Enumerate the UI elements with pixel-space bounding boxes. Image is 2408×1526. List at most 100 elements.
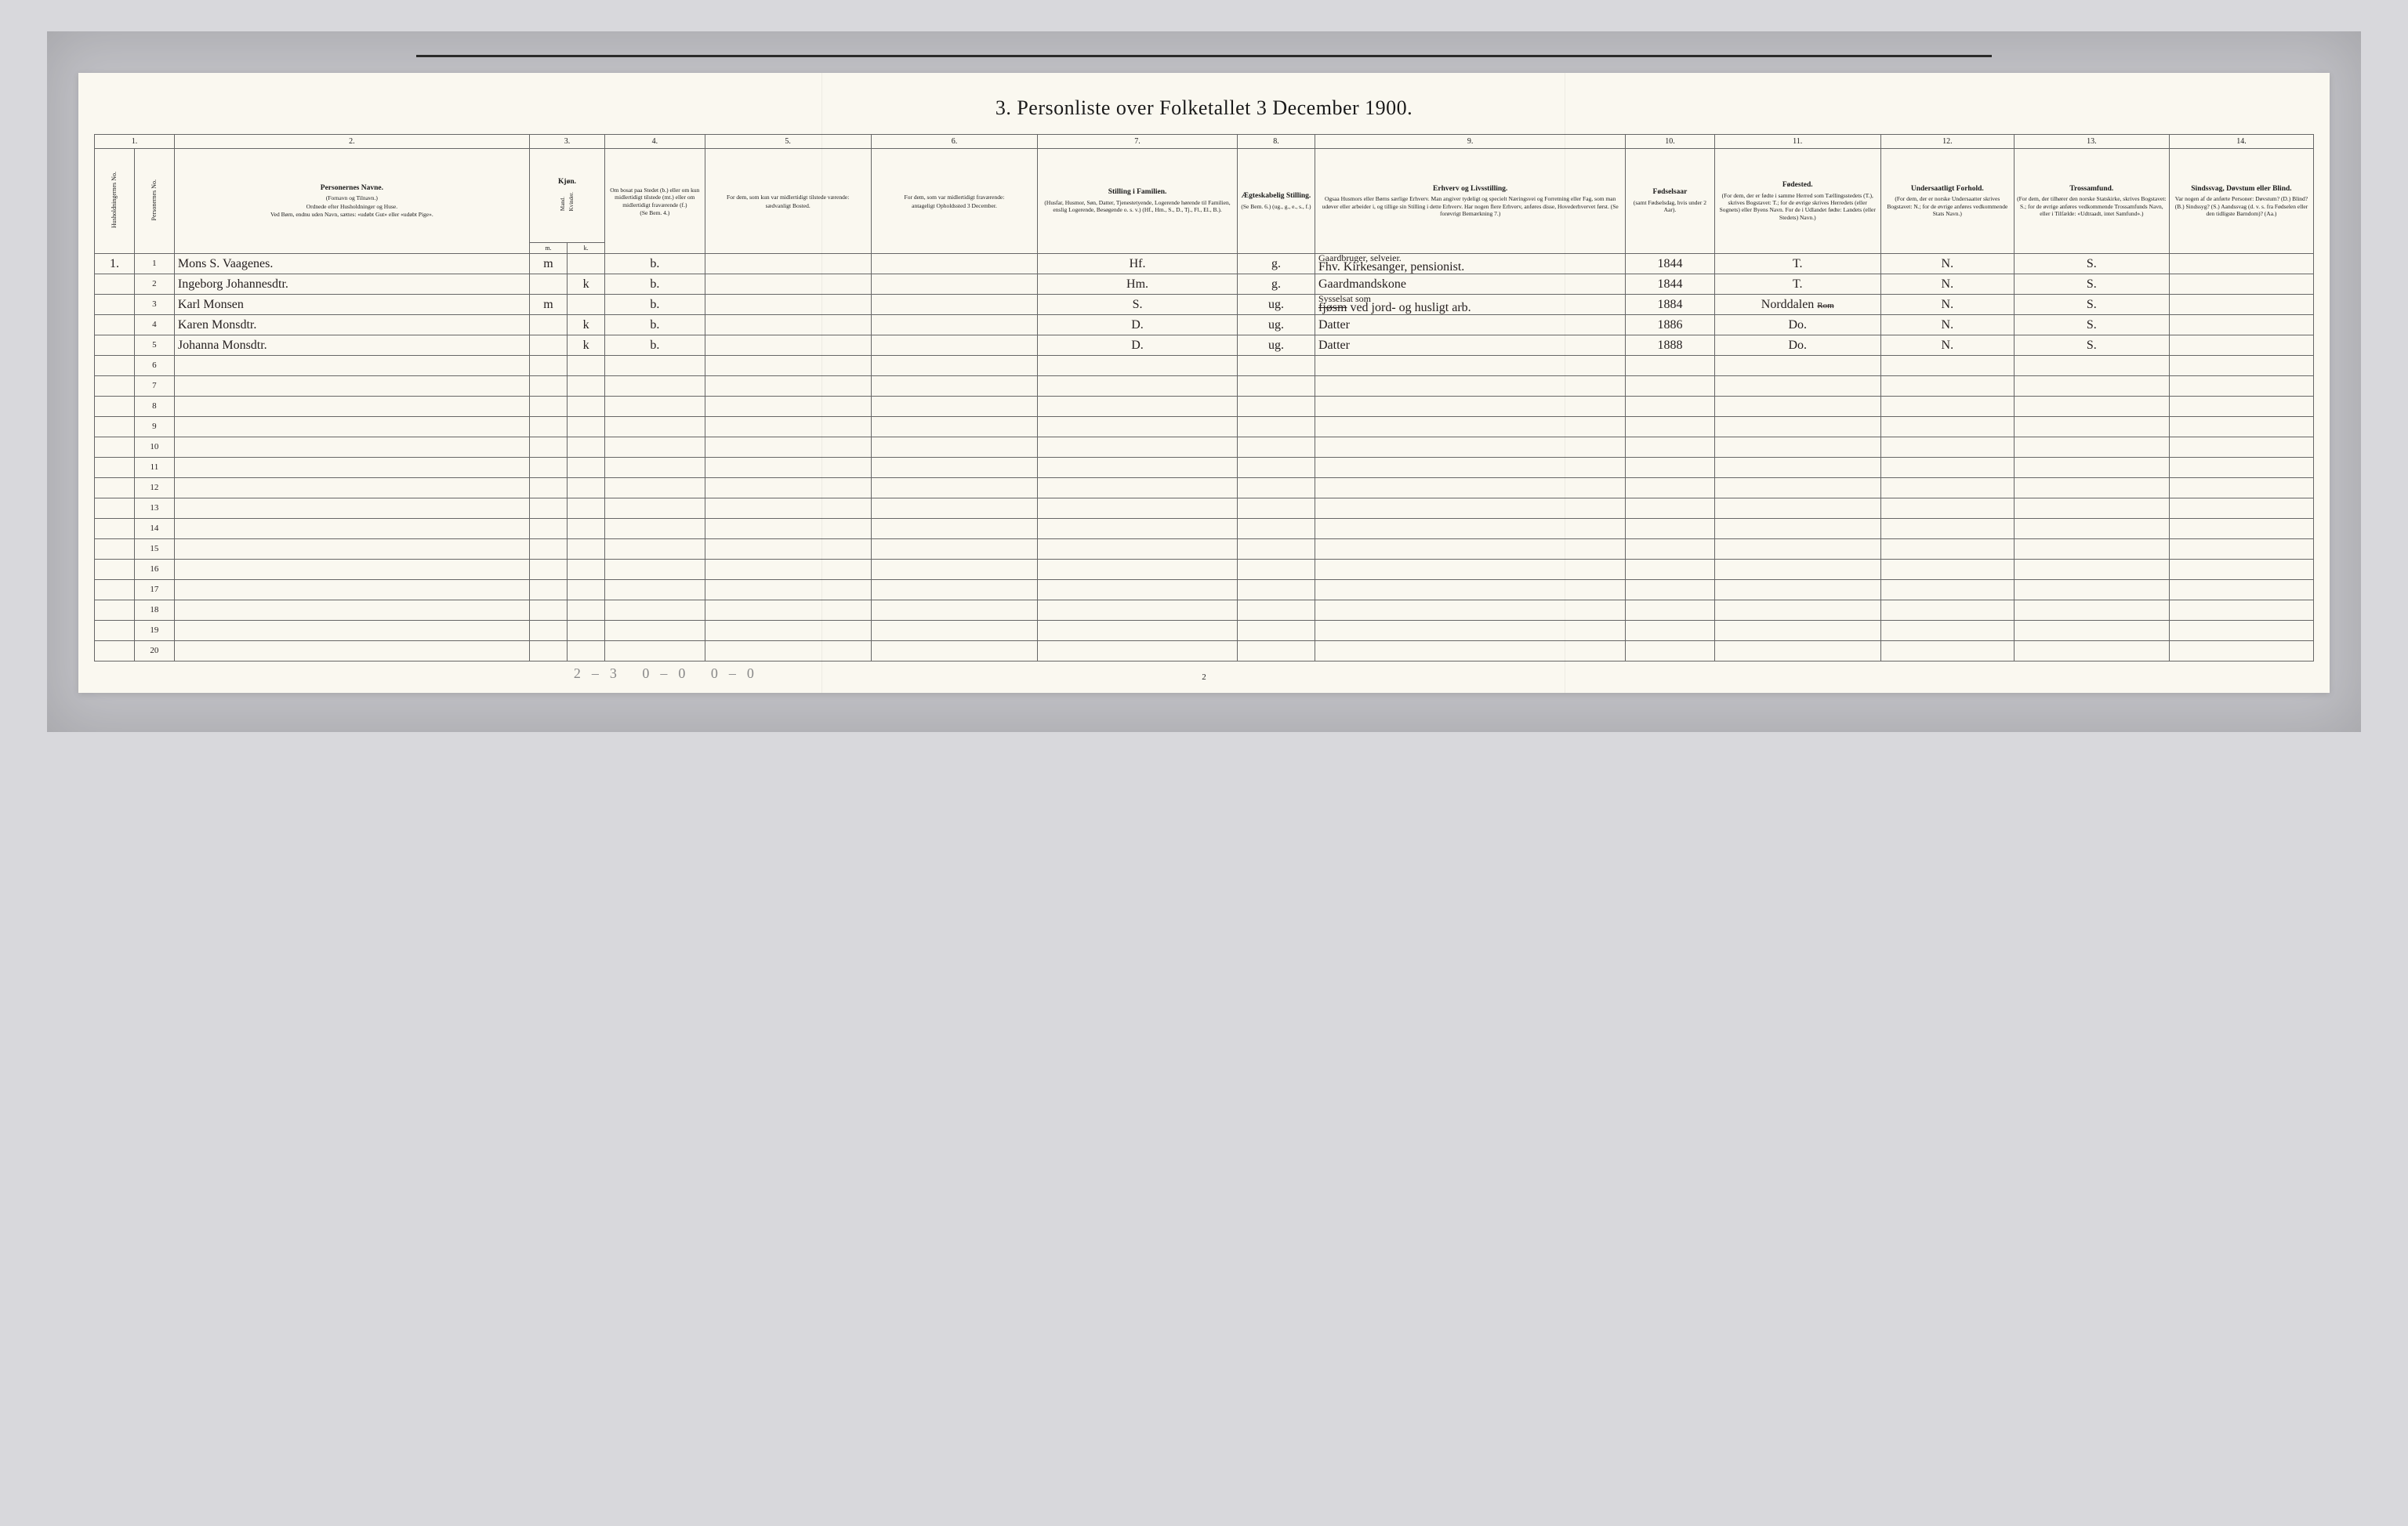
cell-empty (705, 600, 871, 621)
cell-empty (2169, 417, 2313, 437)
cell-empty (705, 417, 871, 437)
cell-empty (1237, 498, 1315, 519)
cell-empty (1880, 498, 2014, 519)
cell-empty (2014, 437, 2169, 458)
hdr-nationality: Undersaatligt Forhold. (For dem, der er … (1880, 149, 2014, 254)
cell-nationality: N. (1880, 295, 2014, 315)
hdr-name: Personernes Navne. (Fornavn og Tilnavn.)… (174, 149, 529, 254)
cell-temp-absent (871, 274, 1037, 295)
hdr-resident-main: Om bosat paa Stedet (b.) eller om kun mi… (607, 187, 702, 208)
cell-household-no (95, 539, 135, 560)
hdr-religion-sub: (For dem, der tilhører den norske Statsk… (2017, 195, 2167, 217)
cell-empty (174, 641, 529, 662)
cell-empty (568, 560, 605, 580)
hdr-religion-main: Trossamfund. (2017, 185, 2167, 194)
table-row: 5Johanna Monsdtr.kb.D.ug.Datter1888Do.N.… (95, 335, 2314, 356)
cell-empty (2014, 539, 2169, 560)
cell-resident: b. (605, 295, 705, 315)
cell-empty (1880, 621, 2014, 641)
cell-sex-m (529, 274, 567, 295)
cell-empty (1714, 478, 1880, 498)
cell-empty (1714, 621, 1880, 641)
cell-empty (2169, 600, 2313, 621)
cell-empty (871, 437, 1037, 458)
cell-empty (1880, 478, 2014, 498)
cell-household-no (95, 356, 135, 376)
cell-empty (1237, 478, 1315, 498)
cell-occupation: Datter (1315, 335, 1626, 356)
footer-pencil-note: 2–3 0–0 0–0 (574, 665, 765, 682)
cell-empty (1038, 600, 1238, 621)
cell-religion: S. (2014, 254, 2169, 274)
cell-empty (705, 560, 871, 580)
cell-empty (529, 580, 567, 600)
cell-empty (605, 600, 705, 621)
cell-empty (1315, 560, 1626, 580)
cell-empty (2169, 356, 2313, 376)
table-row: 7 (95, 376, 2314, 397)
cell-empty (871, 498, 1037, 519)
cell-sex-m: m (529, 295, 567, 315)
cell-resident: b. (605, 335, 705, 356)
cell-empty (1315, 580, 1626, 600)
hdr-name-sub3: Ved Børn, endnu uden Navn, sættes: «udøb… (177, 211, 527, 218)
hdr-sex-k: k. (568, 243, 605, 254)
cell-empty (1237, 560, 1315, 580)
cell-empty (174, 600, 529, 621)
cell-empty (1315, 458, 1626, 478)
cell-empty (568, 498, 605, 519)
cell-empty (705, 356, 871, 376)
col-num-8: 8. (1237, 135, 1315, 149)
hdr-temp-absent: For dem, som var midlertidigt fraværende… (871, 149, 1037, 254)
cell-empty (529, 498, 567, 519)
cell-empty (2169, 641, 2313, 662)
cell-empty (1038, 437, 1238, 458)
cell-empty (1315, 600, 1626, 621)
cell-empty (568, 641, 605, 662)
table-row: 16 (95, 560, 2314, 580)
cell-empty (1038, 580, 1238, 600)
cell-empty (705, 397, 871, 417)
cell-birth-year: 1888 (1626, 335, 1714, 356)
cell-birth-year: 1884 (1626, 295, 1714, 315)
cell-religion: S. (2014, 274, 2169, 295)
cell-empty (1626, 539, 1714, 560)
cell-empty (1315, 397, 1626, 417)
hdr-temp-present-main: For dem, som kun var midlertidigt tilste… (708, 194, 869, 201)
cell-empty (1626, 356, 1714, 376)
cell-empty (871, 376, 1037, 397)
table-row: 13 (95, 498, 2314, 519)
cell-marital: g. (1237, 274, 1315, 295)
cell-empty (174, 356, 529, 376)
cell-empty (1880, 600, 2014, 621)
cell-empty (1714, 417, 1880, 437)
hdr-position-main: Stilling i Familien. (1040, 188, 1235, 198)
cell-empty (529, 356, 567, 376)
cell-empty (1714, 641, 1880, 662)
cell-birth-year: 1844 (1626, 254, 1714, 274)
cell-empty (871, 560, 1037, 580)
cell-empty (1237, 580, 1315, 600)
cell-occupation: Gaardmandskone (1315, 274, 1626, 295)
hdr-position: Stilling i Familien. (Husfar, Husmor, Sø… (1038, 149, 1238, 254)
cell-empty (529, 458, 567, 478)
hdr-marital-sub: (Se Bem. 6.) (ug., g., e., s., f.) (1240, 203, 1312, 210)
hdr-birthyear-main: Fødselsaar (1628, 188, 1711, 198)
cell-empty (1714, 397, 1880, 417)
hdr-temp-present: For dem, som kun var midlertidigt tilste… (705, 149, 871, 254)
cell-name: Mons S. Vaagenes. (174, 254, 529, 274)
cell-person-no: 11 (134, 458, 174, 478)
cell-empty (1315, 437, 1626, 458)
cell-empty (1714, 376, 1880, 397)
cell-empty (1626, 560, 1714, 580)
cell-person-no: 1 (134, 254, 174, 274)
cell-sex-k: k (568, 274, 605, 295)
table-row: 15 (95, 539, 2314, 560)
cell-household-no (95, 397, 135, 417)
cell-person-no: 9 (134, 417, 174, 437)
cell-empty (1237, 539, 1315, 560)
cell-disability (2169, 274, 2313, 295)
cell-empty (2169, 498, 2313, 519)
col-num-3: 3. (529, 135, 604, 149)
cell-empty (2169, 621, 2313, 641)
